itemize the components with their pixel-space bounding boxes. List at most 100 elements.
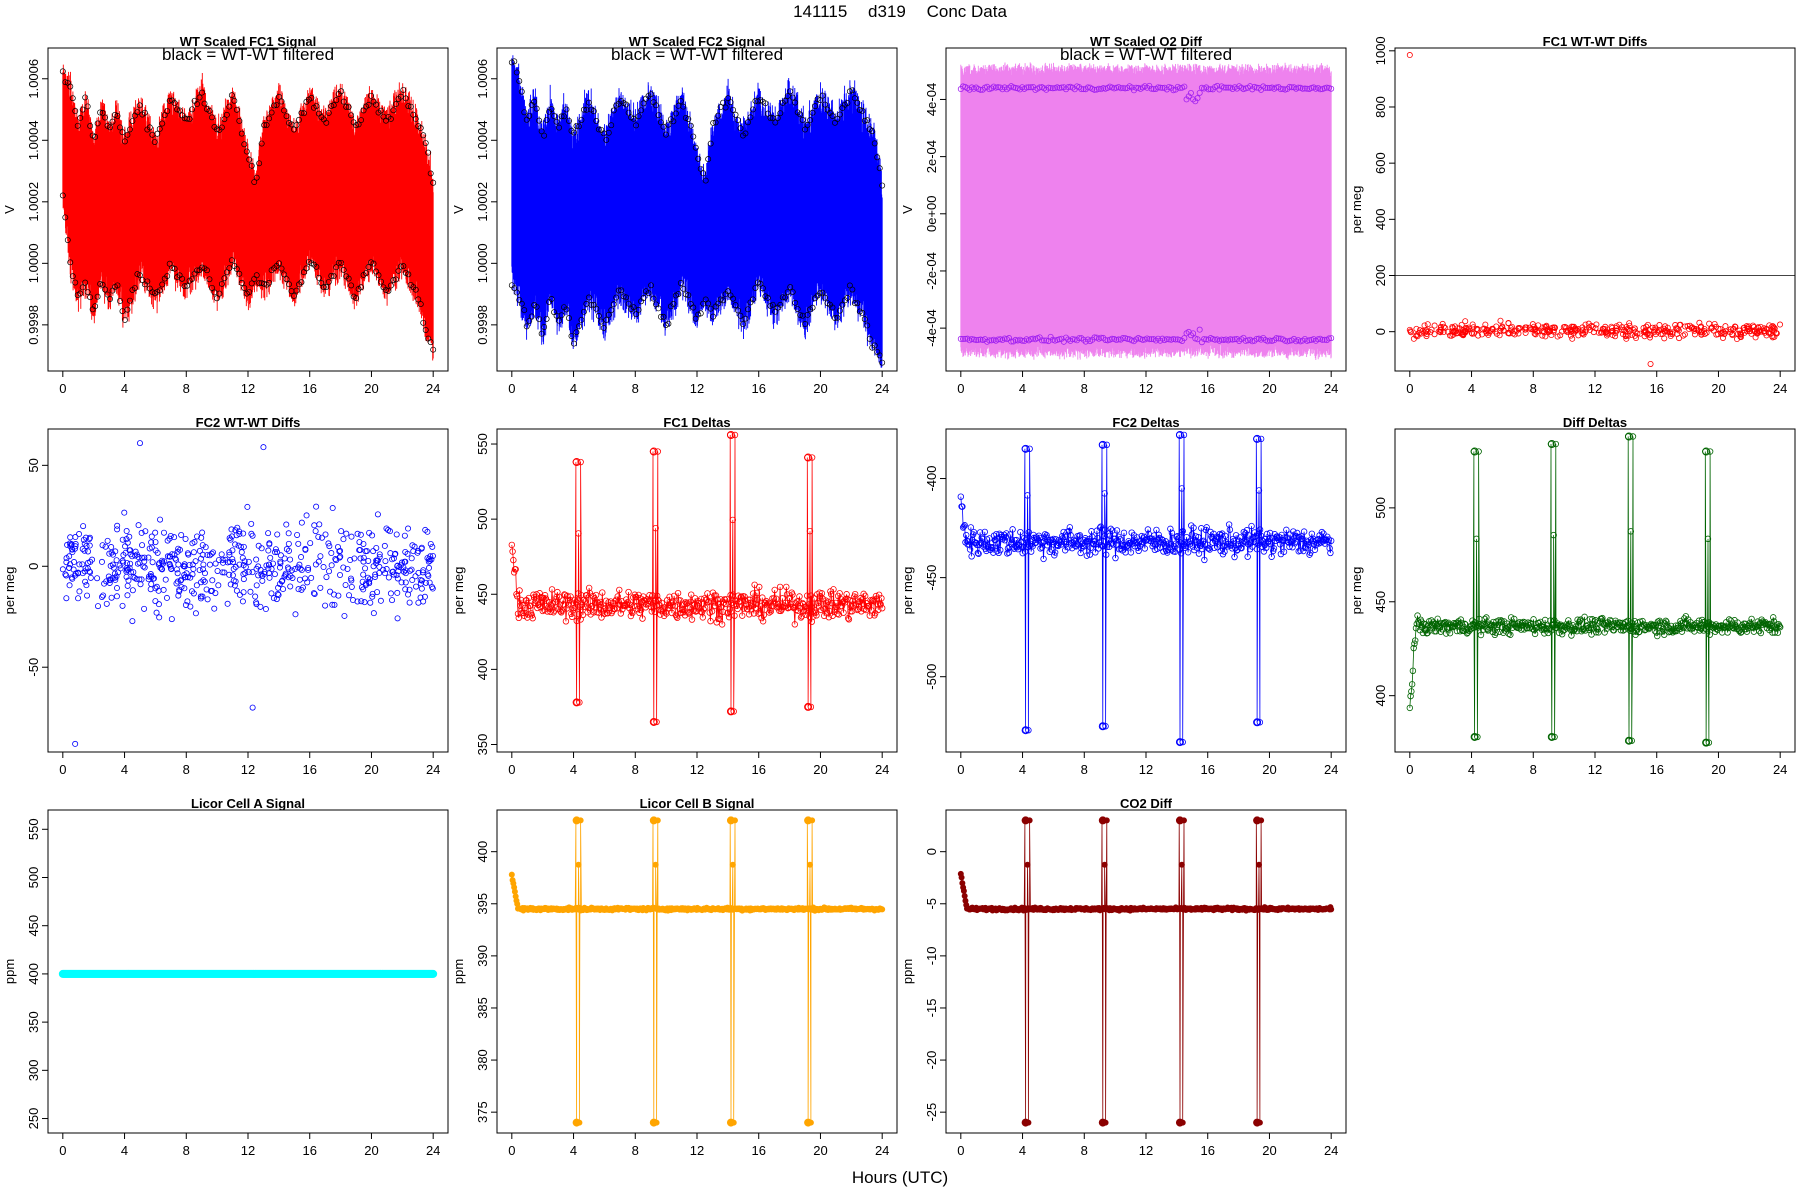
filtered-point bbox=[1038, 337, 1045, 344]
filtered-point bbox=[72, 108, 79, 114]
filtered-point bbox=[99, 281, 106, 288]
filtered-point bbox=[610, 107, 617, 114]
data-point bbox=[419, 569, 426, 576]
y-axis-label: V bbox=[900, 205, 915, 214]
data-point bbox=[577, 458, 584, 466]
data-point bbox=[154, 549, 161, 556]
data-point bbox=[1702, 739, 1710, 746]
data-point bbox=[366, 580, 373, 587]
filtered-point bbox=[822, 101, 828, 108]
filtered-point bbox=[605, 311, 612, 318]
filtered-point bbox=[829, 112, 836, 119]
spike-point bbox=[1253, 718, 1262, 727]
data-point bbox=[277, 552, 284, 559]
y-tick-label: 1.0006 bbox=[475, 59, 490, 99]
data-point bbox=[344, 565, 351, 572]
data-point bbox=[1676, 335, 1683, 342]
title-date: 141115 bbox=[793, 2, 848, 21]
data-point bbox=[383, 566, 390, 573]
data-point bbox=[279, 577, 286, 584]
data-point bbox=[1075, 533, 1083, 540]
filtered-point bbox=[156, 126, 163, 132]
x-tick-label: 12 bbox=[1588, 381, 1602, 396]
data-point bbox=[108, 544, 115, 551]
chart-title: FC1 Deltas bbox=[663, 415, 730, 430]
data-point bbox=[1193, 538, 1200, 546]
data-point bbox=[1530, 616, 1537, 623]
filtered-point bbox=[273, 102, 280, 108]
data-point bbox=[1432, 628, 1440, 635]
filtered-point bbox=[117, 298, 123, 304]
filtered-point bbox=[1273, 335, 1280, 342]
data-point bbox=[107, 577, 114, 584]
data-point bbox=[1697, 329, 1704, 336]
data-point bbox=[804, 703, 812, 711]
data-point bbox=[408, 566, 415, 573]
data-point bbox=[224, 600, 231, 607]
data-point bbox=[1222, 532, 1229, 540]
y-tick-label: 350 bbox=[475, 734, 490, 756]
data-point bbox=[139, 554, 146, 561]
data-point bbox=[1579, 330, 1586, 337]
filtered-point bbox=[578, 117, 585, 123]
filtered-point bbox=[355, 121, 362, 128]
data-point bbox=[417, 580, 424, 587]
filtered-point bbox=[600, 324, 607, 331]
data-point bbox=[1160, 548, 1167, 555]
data-point bbox=[808, 454, 816, 461]
data-point bbox=[127, 547, 134, 554]
data-point bbox=[1407, 692, 1414, 700]
filtered-point bbox=[1266, 84, 1273, 91]
filtered-point bbox=[348, 112, 355, 119]
data-point bbox=[739, 612, 746, 619]
data-point bbox=[731, 431, 739, 439]
filtered-point bbox=[233, 106, 240, 113]
filtered-point bbox=[864, 322, 871, 329]
data-point bbox=[742, 597, 749, 604]
filtered-point bbox=[1119, 84, 1126, 91]
data-point bbox=[369, 593, 376, 600]
data-point bbox=[1446, 629, 1454, 637]
filtered-point bbox=[856, 107, 863, 113]
data-point bbox=[845, 616, 853, 623]
data-point bbox=[148, 539, 155, 546]
data-point bbox=[79, 561, 86, 568]
filtered-point bbox=[556, 317, 562, 324]
data-point bbox=[968, 553, 975, 560]
filtered-point bbox=[159, 120, 166, 127]
plot-area bbox=[957, 816, 1335, 1127]
filtered-point bbox=[338, 259, 345, 266]
data-point bbox=[199, 551, 206, 558]
x-tick-label: 20 bbox=[364, 381, 378, 396]
x-tick-label: 20 bbox=[1711, 381, 1725, 396]
filtered-point bbox=[293, 122, 300, 129]
data-point bbox=[741, 593, 748, 600]
data-point bbox=[878, 595, 885, 602]
data-point bbox=[1593, 321, 1600, 328]
y-tick-label: 1.0002 bbox=[26, 182, 41, 222]
data-point bbox=[204, 551, 211, 558]
data-point bbox=[238, 549, 245, 556]
x-tick-label: 20 bbox=[813, 381, 827, 396]
filtered-point bbox=[1148, 336, 1155, 343]
data-point bbox=[1326, 545, 1333, 552]
filtered-point bbox=[79, 284, 86, 291]
filtered-point bbox=[846, 88, 853, 95]
data-point bbox=[1059, 535, 1067, 542]
data-point bbox=[1654, 632, 1661, 640]
data-point bbox=[1748, 615, 1755, 623]
data-point bbox=[111, 570, 118, 577]
filtered-point bbox=[261, 122, 268, 129]
filtered-point bbox=[412, 286, 419, 293]
data-point bbox=[616, 586, 623, 594]
data-point bbox=[974, 549, 982, 557]
filtered-point bbox=[171, 100, 178, 107]
filtered-point bbox=[1115, 336, 1122, 343]
data-point bbox=[729, 516, 737, 524]
plot-area bbox=[957, 62, 1335, 360]
data-point bbox=[1416, 327, 1423, 334]
data-point bbox=[993, 547, 1001, 555]
data-point bbox=[402, 570, 409, 577]
